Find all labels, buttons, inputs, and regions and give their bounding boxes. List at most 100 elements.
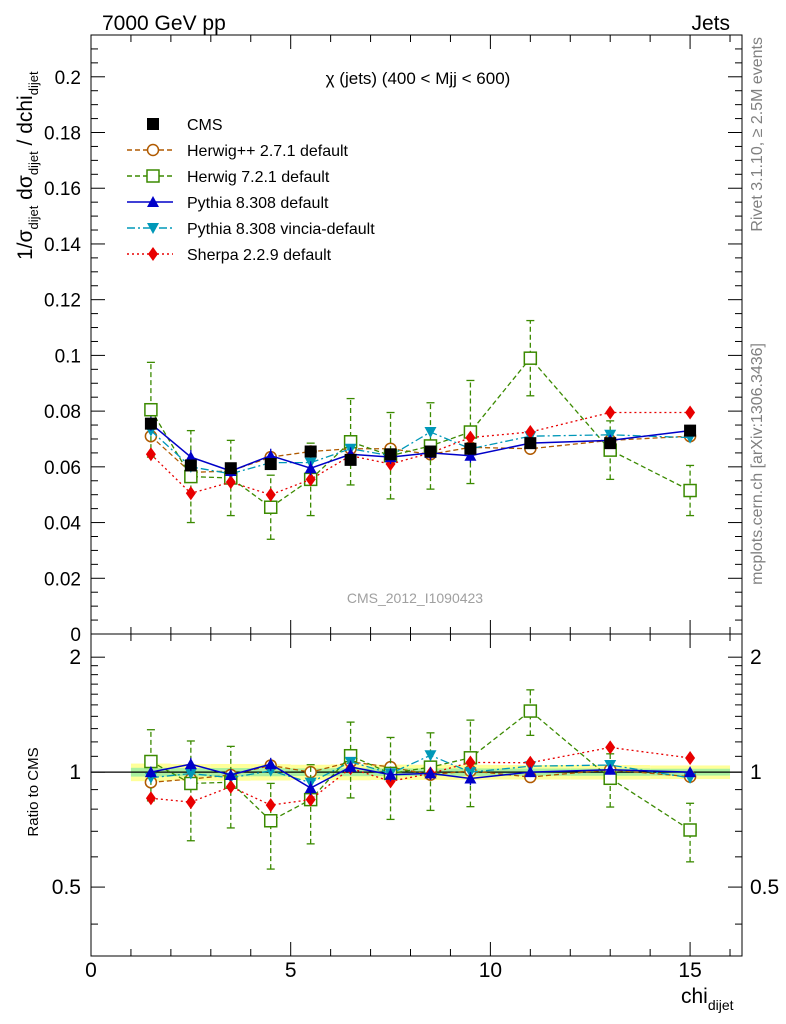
x-tick-label: 5 (285, 959, 297, 982)
marker-triangle-up (684, 766, 697, 778)
marker-open-circle (146, 143, 160, 157)
x-tick-label: 0 (85, 959, 97, 982)
marker-square (524, 437, 537, 450)
marker-open-square (523, 704, 538, 718)
y-tick-label: 0.06 (44, 458, 81, 479)
ratio-tick-label: 1 (69, 761, 81, 784)
x-axis-label: chidijet (681, 985, 734, 1013)
series-line (150, 423, 691, 472)
plot-title: χ (jets) (400 < Mjj < 600) (326, 69, 511, 88)
ratio-series-line (150, 763, 691, 789)
marker-triangle-up (144, 766, 157, 778)
main-y-axis-label: 1/σdijet dσdijet / dchidijet (14, 71, 41, 260)
marker-triangle-up (524, 766, 537, 778)
header-left: 7000 GeV pp (102, 12, 226, 35)
side-text-source: mcplots.cern.ch [arXiv:1306.3436] (749, 343, 766, 585)
marker-triangle-down (184, 768, 197, 780)
ratio-series (144, 689, 697, 870)
y-tick-label: 0.04 (44, 514, 81, 535)
marker-open-square (263, 814, 278, 828)
ratio-series-line (150, 754, 691, 784)
y-tick-label: 0.02 (44, 569, 81, 590)
legend-entry: Pythia 8.308 vincia-default (127, 221, 375, 238)
legend-entry: Sherpa 2.2.9 default (127, 247, 332, 264)
marker-diamond (185, 486, 196, 501)
marker-square (224, 462, 237, 475)
legend-label: Pythia 8.308 vincia-default (187, 221, 375, 238)
marker-diamond (605, 740, 616, 755)
marker-diamond (185, 795, 196, 810)
marker-triangle-up (344, 760, 357, 772)
marker-open-square (683, 483, 697, 498)
marker-diamond (145, 791, 156, 806)
marker-open-square (263, 500, 278, 514)
ratio-tick-label-right: 1 (750, 761, 762, 784)
marker-triangle-up (264, 449, 277, 461)
marker-diamond (225, 779, 236, 794)
marker-triangle-up (604, 763, 617, 775)
legend-label: CMS (187, 117, 223, 134)
ratio-tick-label: 0.5 (52, 876, 81, 899)
marker-triangle-up (464, 449, 477, 461)
marker-triangle-up (147, 196, 159, 207)
marker-square (344, 453, 357, 466)
marker-open-square (523, 351, 538, 365)
legend-label: Herwig 7.2.1 default (187, 169, 330, 186)
marker-square (264, 458, 277, 471)
series-line (150, 430, 691, 475)
marker-diamond (685, 750, 696, 765)
marker-diamond (305, 472, 316, 487)
marker-triangle-up (464, 772, 477, 784)
marker-triangle-up (224, 768, 237, 780)
legend-entry: Herwig 7.2.1 default (127, 169, 330, 186)
marker-open-square (683, 823, 697, 837)
side-text-rivet: Rivet 3.1.10, ≥ 2.5M events (749, 37, 766, 232)
y-tick-label: 0.16 (44, 179, 81, 200)
marker-diamond (525, 755, 536, 770)
x-tick-label: 15 (678, 959, 701, 982)
ratio-axes: 0 5 10 15 0.5 0.5 1 1 2 2 (52, 35, 779, 982)
marker-square (464, 442, 477, 455)
marker-square (184, 459, 197, 472)
ratio-series-line (150, 746, 691, 806)
marker-diamond (148, 247, 158, 261)
svg-text:1/σdijet dσdijet / dchidijet: 1/σdijet dσdijet / dchidijet (14, 71, 41, 260)
ratio-tick-label: 2 (69, 646, 81, 669)
marker-diamond (525, 425, 536, 440)
ratio-tick-label-right: 2 (750, 646, 762, 669)
ratio-y-axis-label: Ratio to CMS (25, 747, 42, 836)
marker-triangle-down (147, 223, 159, 234)
series-line (150, 411, 691, 496)
ratio-series-line (150, 710, 691, 831)
legend: CMS Herwig++ 2.7.1 default Herwig 7.2.1 de… (127, 117, 375, 264)
marker-diamond (265, 798, 276, 813)
marker-square (604, 437, 617, 450)
main-series (144, 319, 697, 540)
ratio-tick-label-right: 0.5 (750, 876, 779, 899)
ratio-series-3 (144, 757, 697, 796)
svg-text:chidijet: chidijet (681, 985, 734, 1013)
marker-diamond (465, 430, 476, 445)
legend-label: Sherpa 2.2.9 default (187, 247, 332, 264)
marker-square (384, 448, 397, 461)
marker-triangle-down (424, 427, 437, 439)
marker-triangle-up (304, 782, 317, 794)
marker-diamond (265, 487, 276, 502)
marker-triangle-up (184, 758, 197, 770)
marker-diamond (685, 405, 696, 420)
marker-triangle-up (304, 462, 317, 474)
y-tick-label: 0.2 (55, 68, 81, 89)
legend-label: Pythia 8.308 default (187, 195, 329, 212)
y-tick-label: 0.08 (44, 402, 81, 423)
marker-square (144, 417, 157, 430)
marker-diamond (465, 755, 476, 770)
y-tick-label: 0.14 (44, 235, 81, 256)
series-line (150, 357, 691, 509)
marker-square (304, 445, 317, 458)
marker-triangle-up (424, 767, 437, 779)
header-right: Jets (691, 12, 730, 35)
marker-diamond (605, 405, 616, 420)
x-tick-label: 10 (479, 959, 502, 982)
marker-square (147, 118, 159, 130)
